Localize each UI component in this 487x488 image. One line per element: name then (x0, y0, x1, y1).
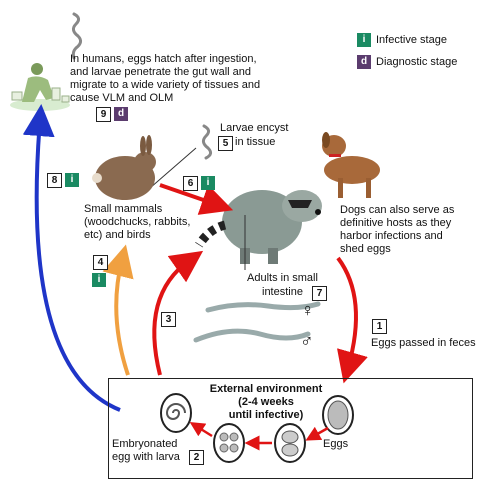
raccoon-icon (195, 190, 322, 264)
dogs-text-1: Dogs can also serve as (340, 204, 455, 216)
legend-diagnostic-badge: d (357, 55, 371, 69)
humans-text-3: migrate to a wide variety of tissues and (70, 79, 261, 91)
eggs-label: Eggs (323, 438, 349, 450)
small-mammals-text-3: etc) and birds (84, 229, 151, 241)
arrow-step-3 (152, 250, 204, 376)
embryonated-label-2: egg with larva (112, 451, 180, 463)
female-symbol: ♀ (301, 300, 315, 320)
egg-arrow-1 (305, 426, 329, 441)
larvae-encyst-text-1: Larvae encyst (220, 122, 289, 134)
legend-infective-badge: i (357, 33, 371, 47)
step-8-box: 8 (47, 173, 62, 188)
step-9-box: 9 (96, 107, 111, 122)
dogs-text-2: definitive hosts as they (340, 217, 452, 229)
small-mammals-text-2: (woodchucks, rabbits, (84, 216, 191, 228)
larvae-encyst-text-2: in tissue (235, 136, 276, 148)
humans-text-2: and larvae penetrate the gut wall and (70, 66, 252, 78)
embryonated-label-1: Embryonated (112, 438, 178, 450)
adult-worm-female (205, 301, 321, 313)
dog-icon (322, 132, 380, 198)
env-title-3: until infective) (228, 409, 304, 421)
egg-1-icon (322, 395, 354, 435)
legend-infective-label: Infective stage (376, 34, 447, 46)
env-title-2: (2-4 weeks (238, 396, 294, 408)
humans-text-4: cause VLM and OLM (70, 92, 174, 104)
egg-3-icon (213, 423, 245, 463)
step-7-box: 7 (312, 286, 327, 301)
step-1-box: 1 (372, 319, 387, 334)
env-title-1: External environment (209, 383, 323, 395)
rabbit-icon (92, 135, 156, 200)
step-2-box: 2 (189, 450, 204, 465)
step-6-infective-badge: i (201, 176, 215, 190)
adults-text-2: intestine (262, 286, 303, 298)
arrow-step-1 (336, 256, 368, 384)
external-environment-box (108, 378, 473, 479)
small-mammals-text-1: Small mammals (84, 203, 163, 215)
step-4-infective-badge: i (92, 273, 106, 287)
step-8-infective-badge: i (65, 173, 79, 187)
step-5-box: 5 (218, 136, 233, 151)
legend-diagnostic-label: Diagnostic stage (376, 56, 458, 68)
dogs-text-3: harbor infections and (340, 230, 443, 242)
dogs-text-4: shed eggs (340, 243, 391, 255)
adults-text-1: Adults in small (247, 272, 318, 284)
egg-arrow-3 (189, 422, 213, 438)
step-6-box: 6 (183, 176, 198, 191)
step-3-box: 3 (161, 312, 176, 327)
adult-worm-male (193, 328, 311, 343)
larva-icon-human (71, 12, 83, 60)
egg-embryonated-icon (160, 393, 192, 433)
male-symbol: ♂ (300, 331, 314, 351)
human-figure-icon (10, 63, 70, 111)
step-9-diagnostic-badge: d (114, 107, 128, 121)
larva-icon-encyst (201, 124, 213, 160)
step-1-label: Eggs passed in feces (371, 337, 476, 349)
arrow-step-8 (22, 104, 121, 412)
arrow-step-6 (159, 183, 234, 215)
humans-text-1: In humans, eggs hatch after ingestion, (70, 53, 257, 65)
egg-2-icon (274, 423, 306, 463)
arrow-step-4 (102, 244, 134, 376)
step-4-box: 4 (93, 255, 108, 270)
